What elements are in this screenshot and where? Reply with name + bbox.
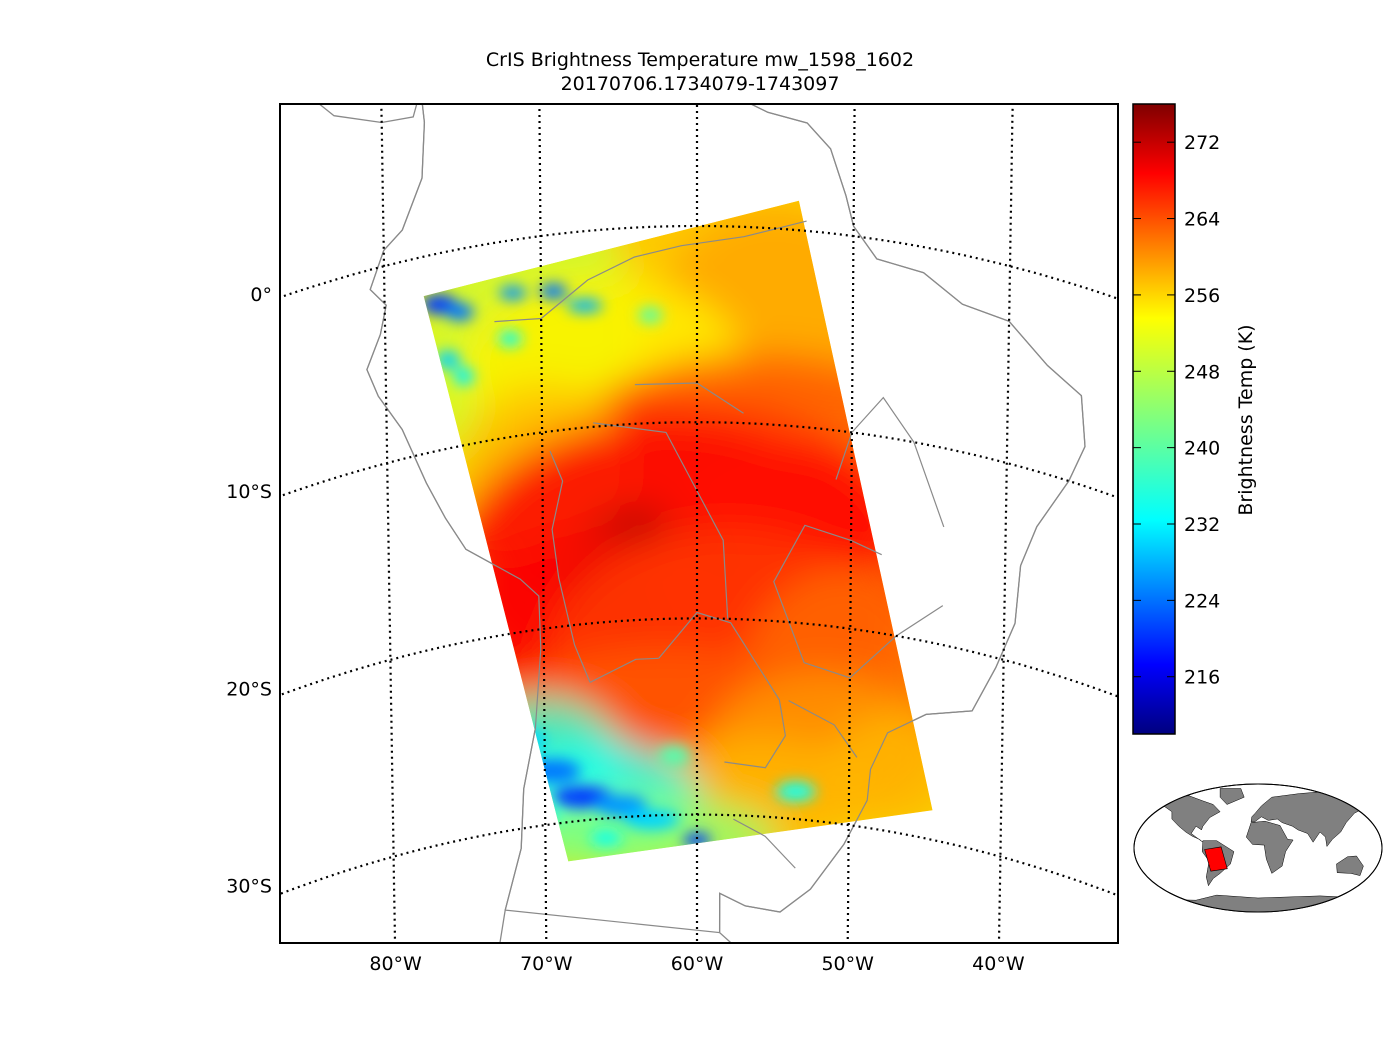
colorbar-tick-label: 240 <box>1184 438 1220 460</box>
map-frame <box>279 103 1119 944</box>
longitude-tick-label: 60°W <box>671 953 724 975</box>
inset-border <box>1133 783 1383 913</box>
inset-antarctica <box>1134 894 1382 912</box>
cold-cloud-feature <box>658 745 691 766</box>
temperature-region <box>824 713 933 834</box>
brightness-swath <box>423 200 933 862</box>
meridian-line <box>380 108 397 943</box>
swath-temperature-field <box>423 200 933 862</box>
cold-cloud-feature <box>623 809 680 830</box>
colorbar-label: Brightness Temp (K) <box>1235 324 1257 515</box>
chart-title: CrIS Brightness Temperature mw_1598_1602 <box>485 49 915 71</box>
cold-cloud-feature <box>590 830 623 847</box>
longitude-tick-label: 80°W <box>369 953 422 975</box>
cold-cloud-feature <box>638 307 663 324</box>
graticule <box>280 104 1118 943</box>
coastline-overlay <box>366 104 1086 934</box>
cold-cloud-feature <box>453 367 474 386</box>
latitude-labels: 0° 10°S 20°S 30°S <box>226 284 272 898</box>
meridian-line <box>846 104 856 943</box>
country-border <box>549 450 591 683</box>
inset-globe <box>1133 783 1383 913</box>
latitude-tick-label: 10°S <box>226 481 272 503</box>
cold-cloud-feature <box>566 298 603 313</box>
colorbar-tick-label: 256 <box>1184 285 1220 307</box>
parallel-line <box>280 813 1118 897</box>
colorbar-tick-label: 232 <box>1184 514 1220 536</box>
inset-africa <box>1246 820 1294 874</box>
meridian-line <box>997 108 1014 943</box>
colorbar <box>1132 103 1176 735</box>
chart-subtitle: 20170706.1734079-1743097 <box>560 73 840 95</box>
inset-greenland <box>1219 788 1245 805</box>
meridian-line <box>538 104 548 943</box>
inset-australia <box>1336 855 1364 876</box>
longitude-tick-label: 50°W <box>821 953 874 975</box>
country-border <box>733 818 796 869</box>
colorbar-tick-label: 224 <box>1184 590 1220 612</box>
colorbar-tick-label: 272 <box>1184 132 1220 154</box>
country-border <box>589 657 659 683</box>
latitude-tick-label: 30°S <box>226 876 272 898</box>
country-border <box>835 396 945 528</box>
latitude-tick-label: 20°S <box>226 678 272 700</box>
borders-layer <box>366 104 1086 934</box>
latitude-tick-label: 0° <box>250 284 272 306</box>
map-area <box>280 104 1118 943</box>
cold-cloud-feature <box>436 350 461 369</box>
colorbar-tick-label: 216 <box>1184 667 1220 689</box>
cold-cloud-feature <box>775 781 816 802</box>
colorbar-tick-label: 264 <box>1184 209 1220 231</box>
cold-cloud-feature <box>539 283 568 300</box>
inset-swath-highlight <box>1204 846 1228 872</box>
longitude-tick-label: 40°W <box>972 953 1025 975</box>
cold-cloud-feature <box>595 794 648 817</box>
inset-north-america <box>1144 795 1221 843</box>
colorbar-tick-label: 248 <box>1184 361 1220 383</box>
country-border <box>494 220 807 323</box>
longitude-tick-label: 70°W <box>520 953 573 975</box>
country-border <box>658 611 787 769</box>
longitude-labels: 80°W 70°W 60°W 50°W 40°W <box>369 953 1024 975</box>
cold-cloud-feature <box>445 303 474 322</box>
cold-cloud-feature <box>498 286 527 301</box>
cold-cloud-feature <box>498 330 523 347</box>
colorbar-ticks: 216 224 232 240 248 256 264 272 <box>1133 132 1220 689</box>
